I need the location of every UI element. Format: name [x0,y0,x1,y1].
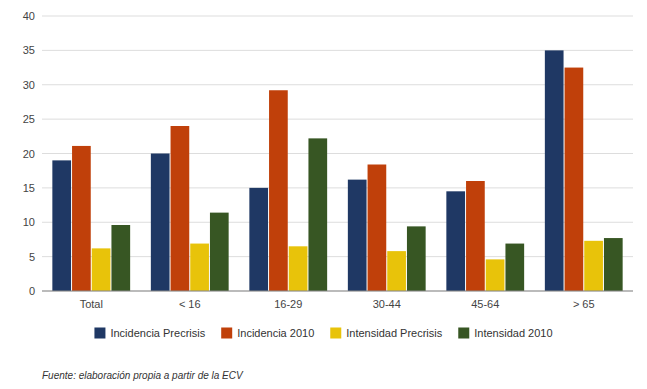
grid-line [42,84,633,85]
legend-label: Intensidad Precrisis [346,327,442,339]
series [92,241,603,291]
legend-swatch [458,328,469,339]
grid-line [42,291,633,292]
bar [289,246,308,291]
x-tick-label: 30-44 [373,298,401,310]
y-tick-label: 5 [29,251,35,263]
bar [486,259,505,291]
bar [269,90,288,291]
legend-swatch [94,328,105,339]
bar [190,244,209,291]
bar [604,238,623,291]
y-tick-label: 30 [23,79,35,91]
footnote: Fuente: elaboración propia a partir de l… [42,370,244,381]
bars [52,50,622,291]
x-axis-line [42,291,633,292]
y-tick-label: 25 [23,113,35,125]
bar [151,154,170,292]
bar [545,50,564,291]
bar [387,251,406,291]
bar [210,213,229,291]
bar [368,165,387,292]
y-tick-label: 15 [23,182,35,194]
bar [171,126,190,291]
bar [52,160,71,291]
bar [505,244,524,291]
grid-line [42,16,633,17]
bar [308,138,327,291]
bar [407,226,426,291]
grid [42,16,633,291]
y-tick-label: 40 [23,10,35,22]
x-tick-label: < 16 [179,298,201,310]
bar [111,225,130,291]
grid-line [42,256,633,257]
grid-line [42,187,633,188]
y-tick-label: 20 [23,148,35,160]
grid-line [42,153,633,154]
bar [249,188,268,291]
x-tick-label: 45-64 [471,298,499,310]
x-tick-label: > 65 [573,298,595,310]
legend-label: Intensidad 2010 [474,327,552,339]
series [52,50,563,291]
bar [348,180,367,291]
y-tick-label: 0 [29,285,35,297]
y-tick-label: 10 [23,216,35,228]
bar [72,146,91,291]
bar [446,191,465,291]
grid-line [42,222,633,223]
chart-container: 0 5 10 15 20 25 30 35 40 Total < 16 16-29 30-44 45-64… [0,0,647,389]
series [111,138,622,291]
grid-line [42,50,633,51]
legend-swatch [330,328,341,339]
legend-label: Incidencia Precrisis [110,327,205,339]
bar [92,248,111,291]
bar [584,241,603,291]
legend-label: Incidencia 2010 [237,327,314,339]
x-tick-label: Total [80,298,103,310]
series [72,68,583,291]
chart: 0 5 10 15 20 25 30 35 40 Total < 16 16-29 30-44 45-64… [0,0,647,389]
legend-swatch [221,328,232,339]
y-tick-label: 35 [23,44,35,56]
bar [466,181,485,291]
bar [565,68,584,291]
legend: Incidencia Precrisis Incidencia 2010 Inten… [94,327,552,339]
grid-line [42,119,633,120]
x-tick-label: 16-29 [274,298,302,310]
